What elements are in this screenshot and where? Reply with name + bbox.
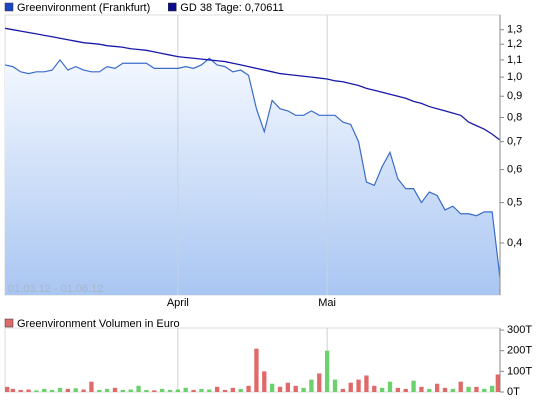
volume-bar: [458, 381, 463, 392]
volume-bar: [419, 386, 424, 392]
volume-bar: [269, 383, 275, 392]
y-tick-label: 0,9: [507, 90, 522, 102]
volume-bar: [167, 389, 173, 392]
legend-swatch: [4, 2, 14, 12]
volume-bar: [379, 387, 385, 392]
volume-bar: [159, 388, 165, 392]
volume-bar: [489, 385, 495, 392]
volume-bar: [395, 387, 401, 392]
volume-bar: [214, 386, 220, 392]
volume-bar: [136, 385, 141, 392]
y-tick-label: 0,8: [507, 111, 522, 123]
volume-bar: [73, 388, 78, 392]
volume-bar: [332, 379, 338, 392]
volume-bar: [356, 379, 361, 392]
volume-bar: [65, 388, 71, 392]
volume-bar: [230, 387, 236, 392]
volume-bar: [254, 348, 259, 392]
volume-bar: [49, 389, 55, 392]
volume-bar: [34, 390, 39, 392]
date-range: 01.03.12 - 01.06.12: [8, 283, 103, 295]
y-tick-label: 0,7: [507, 136, 522, 148]
volume-bar: [89, 381, 94, 392]
volume-bar: [285, 382, 291, 392]
volume-bar: [372, 385, 377, 392]
volume-bar: [277, 386, 283, 392]
y-tick-label: 100T: [507, 365, 532, 377]
volume-bar: [238, 388, 243, 392]
volume-bar: [301, 387, 306, 392]
volume-bar: [222, 389, 228, 392]
volume-bar: [387, 381, 393, 392]
volume-bar: [427, 388, 432, 392]
volume-bar: [309, 379, 314, 392]
plot-frame: [4, 327, 501, 393]
volume-bar: [293, 385, 298, 392]
volume-bar: [81, 389, 86, 392]
volume-bar: [57, 387, 63, 392]
volume-bar: [104, 388, 110, 392]
y-tick-label: 200T: [507, 345, 532, 357]
volume-bar: [324, 350, 330, 392]
volume-bar: [120, 389, 126, 392]
volume-bar: [262, 371, 267, 392]
volume-bar: [317, 373, 322, 392]
legend-swatch: [4, 318, 14, 328]
y-tick-label: 0,6: [507, 163, 522, 175]
legend-label: Greenvironment Volumen in Euro: [17, 318, 180, 330]
volume-bar: [411, 380, 416, 392]
price-area: [5, 58, 500, 295]
volume-bar: [434, 383, 440, 392]
volume-bar: [495, 374, 500, 392]
y-tick-label: 0,4: [507, 237, 522, 249]
volume-bar: [144, 389, 149, 392]
volume-bar: [97, 389, 102, 392]
y-tick-label: 1,3: [507, 24, 522, 36]
volume-bar: [450, 388, 456, 392]
volume-bar: [5, 386, 10, 392]
volume-bar: [466, 386, 471, 392]
volume-bar: [152, 390, 157, 392]
volume-bar: [246, 385, 251, 392]
volume-bar: [42, 388, 47, 392]
y-tick-label: 1,2: [507, 38, 522, 50]
legend-label: Greenvironment (Frankfurt): [17, 2, 150, 14]
y-tick-label: 300T: [507, 324, 532, 336]
volume-bar: [175, 389, 181, 392]
volume-bar: [128, 389, 133, 392]
legend-label: GD 38 Tage: 0,70611: [180, 2, 284, 14]
volume-bar: [442, 387, 448, 392]
legend-swatch: [168, 2, 177, 12]
series-line: [4, 27, 501, 141]
volume-bar: [340, 388, 346, 392]
volume-bar: [18, 389, 23, 392]
y-tick-label: 1,0: [507, 71, 522, 83]
volume-bar: [199, 388, 204, 392]
y-tick-label: 1,1: [507, 54, 522, 66]
volume-bar: [26, 389, 31, 392]
volume-bar: [403, 388, 408, 392]
volume-bar: [207, 389, 212, 392]
volume-bar: [112, 387, 118, 392]
volume-bar: [183, 387, 188, 392]
volume-bar: [348, 382, 353, 392]
volume-bar: [474, 386, 479, 392]
volume-bar: [482, 388, 487, 392]
y-tick-label: 0T: [507, 386, 520, 398]
y-tick-label: 0,5: [507, 196, 522, 208]
x-tick-label: Mai: [318, 297, 336, 309]
volume-bar: [10, 388, 16, 392]
volume-bar: [191, 389, 196, 392]
volume-bar: [364, 375, 369, 392]
series-line: [4, 57, 501, 278]
x-tick-label: April: [167, 297, 189, 309]
